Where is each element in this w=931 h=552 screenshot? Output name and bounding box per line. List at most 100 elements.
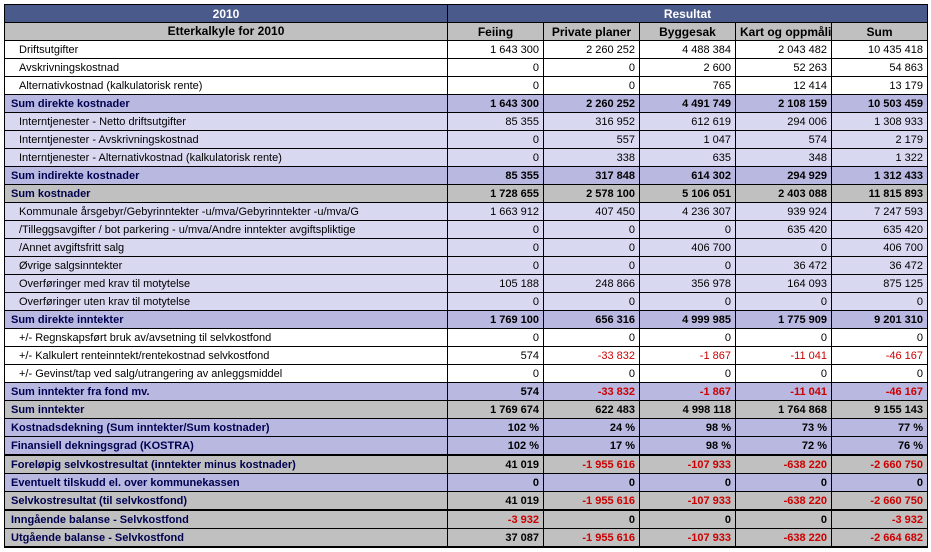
table-row: Øvrige salgsinntekter00036 47236 472: [5, 257, 928, 275]
cell-value: 36 472: [736, 257, 832, 275]
cell-value: 2 260 252: [544, 41, 640, 59]
cell-value: 9 155 143: [832, 401, 928, 419]
cell-value: 356 978: [640, 275, 736, 293]
cell-value: 294 006: [736, 113, 832, 131]
cell-value: -107 933: [640, 492, 736, 511]
col-sum: Sum: [832, 23, 928, 41]
cell-value: 10 435 418: [832, 41, 928, 59]
cell-value: -3 932: [448, 510, 544, 529]
row-label: Sum kostnader: [5, 185, 448, 203]
cell-value: 614 302: [640, 167, 736, 185]
cell-value: 406 700: [640, 239, 736, 257]
cell-value: 0: [736, 365, 832, 383]
cell-value: 557: [544, 131, 640, 149]
col-byggesak: Byggesak: [640, 23, 736, 41]
row-label: Sum inntekter: [5, 401, 448, 419]
cell-value: 41 019: [448, 492, 544, 511]
table-body: Driftsutgifter1 643 3002 260 2524 488 38…: [5, 41, 928, 548]
cell-value: 77 %: [832, 419, 928, 437]
row-label: /Annet avgiftsfritt salg: [5, 239, 448, 257]
cell-value: 1 663 912: [448, 203, 544, 221]
cell-value: 0: [640, 221, 736, 239]
cell-value: 1 769 100: [448, 311, 544, 329]
cell-value: -1 955 616: [544, 455, 640, 474]
cell-value: 0: [448, 293, 544, 311]
table-row: /Annet avgiftsfritt salg00406 7000406 70…: [5, 239, 928, 257]
cell-value: 7 247 593: [832, 203, 928, 221]
cell-value: 0: [448, 131, 544, 149]
row-label: +/- Kalkulert renteinntekt/rentekostnad …: [5, 347, 448, 365]
cell-value: 102 %: [448, 437, 544, 456]
cell-value: 0: [544, 257, 640, 275]
cell-value: 0: [448, 59, 544, 77]
cell-value: 11 815 893: [832, 185, 928, 203]
cell-value: -33 832: [544, 347, 640, 365]
table-row: Interntjenester - Alternativkostnad (kal…: [5, 149, 928, 167]
cell-value: 317 848: [544, 167, 640, 185]
cell-value: 54 863: [832, 59, 928, 77]
cell-value: 0: [544, 510, 640, 529]
cell-value: 0: [448, 365, 544, 383]
cell-value: 2 108 159: [736, 95, 832, 113]
table-row: +/- Gevinst/tap ved salg/utrangering av …: [5, 365, 928, 383]
cell-value: 4 491 749: [640, 95, 736, 113]
cell-value: 656 316: [544, 311, 640, 329]
row-label: +/- Regnskapsført bruk av/avsetning til …: [5, 329, 448, 347]
cell-value: 574: [448, 347, 544, 365]
cell-value: 0: [832, 474, 928, 492]
cell-value: 0: [544, 329, 640, 347]
cell-value: 0: [832, 293, 928, 311]
cell-value: 2 578 100: [544, 185, 640, 203]
cell-value: 76 %: [832, 437, 928, 456]
table-header: 2010 Resultat Etterkalkyle for 2010 Feii…: [5, 5, 928, 41]
cell-value: -2 664 682: [832, 529, 928, 548]
etterkalkyle-table: 2010 Resultat Etterkalkyle for 2010 Feii…: [4, 4, 928, 548]
cell-value: 875 125: [832, 275, 928, 293]
table-row: Alternativkostnad (kalkulatorisk rente)0…: [5, 77, 928, 95]
row-label: Kommunale årsgebyr/Gebyrinntekter -u/mva…: [5, 203, 448, 221]
cell-value: 13 179: [832, 77, 928, 95]
row-label: Utgående balanse - Selvkostfond: [5, 529, 448, 548]
cell-value: -107 933: [640, 455, 736, 474]
cell-value: -11 041: [736, 347, 832, 365]
row-label: Inngående balanse - Selvkostfond: [5, 510, 448, 529]
cell-value: 36 472: [832, 257, 928, 275]
cell-value: 102 %: [448, 419, 544, 437]
table-row: Sum inntekter fra fond mv.574-33 832-1 8…: [5, 383, 928, 401]
cell-value: 0: [640, 474, 736, 492]
row-label: /Tilleggsavgifter / bot parkering - u/mv…: [5, 221, 448, 239]
table-row: Sum direkte inntekter1 769 100656 3164 9…: [5, 311, 928, 329]
cell-value: -1 867: [640, 347, 736, 365]
cell-value: 635: [640, 149, 736, 167]
cell-value: -2 660 750: [832, 492, 928, 511]
table-row: Utgående balanse - Selvkostfond37 087-1 …: [5, 529, 928, 548]
table-row: Sum kostnader1 728 6552 578 1005 106 051…: [5, 185, 928, 203]
table-row: Interntjenester - Netto driftsutgifter85…: [5, 113, 928, 131]
cell-value: 1 728 655: [448, 185, 544, 203]
cell-value: 765: [640, 77, 736, 95]
cell-value: 2 600: [640, 59, 736, 77]
row-label: Sum direkte kostnader: [5, 95, 448, 113]
cell-value: 622 483: [544, 401, 640, 419]
cell-value: -46 167: [832, 347, 928, 365]
table-row: Finansiell dekningsgrad (KOSTRA)102 %17 …: [5, 437, 928, 456]
cell-value: 24 %: [544, 419, 640, 437]
cell-value: 1 643 300: [448, 41, 544, 59]
table-row: /Tilleggsavgifter / bot parkering - u/mv…: [5, 221, 928, 239]
table-row: Overføringer uten krav til motytelse0000…: [5, 293, 928, 311]
table-row: +/- Regnskapsført bruk av/avsetning til …: [5, 329, 928, 347]
cell-value: 1 322: [832, 149, 928, 167]
table-row: Sum direkte kostnader1 643 3002 260 2524…: [5, 95, 928, 113]
cell-value: 0: [544, 59, 640, 77]
cell-value: 9 201 310: [832, 311, 928, 329]
cell-value: -3 932: [832, 510, 928, 529]
cell-value: 635 420: [736, 221, 832, 239]
cell-value: 0: [736, 293, 832, 311]
cell-value: -638 220: [736, 455, 832, 474]
table-row: Inngående balanse - Selvkostfond-3 93200…: [5, 510, 928, 529]
row-label: Avskrivningskostnad: [5, 59, 448, 77]
cell-value: -46 167: [832, 383, 928, 401]
cell-value: 574: [448, 383, 544, 401]
cell-value: 4 236 307: [640, 203, 736, 221]
cell-value: 0: [736, 329, 832, 347]
